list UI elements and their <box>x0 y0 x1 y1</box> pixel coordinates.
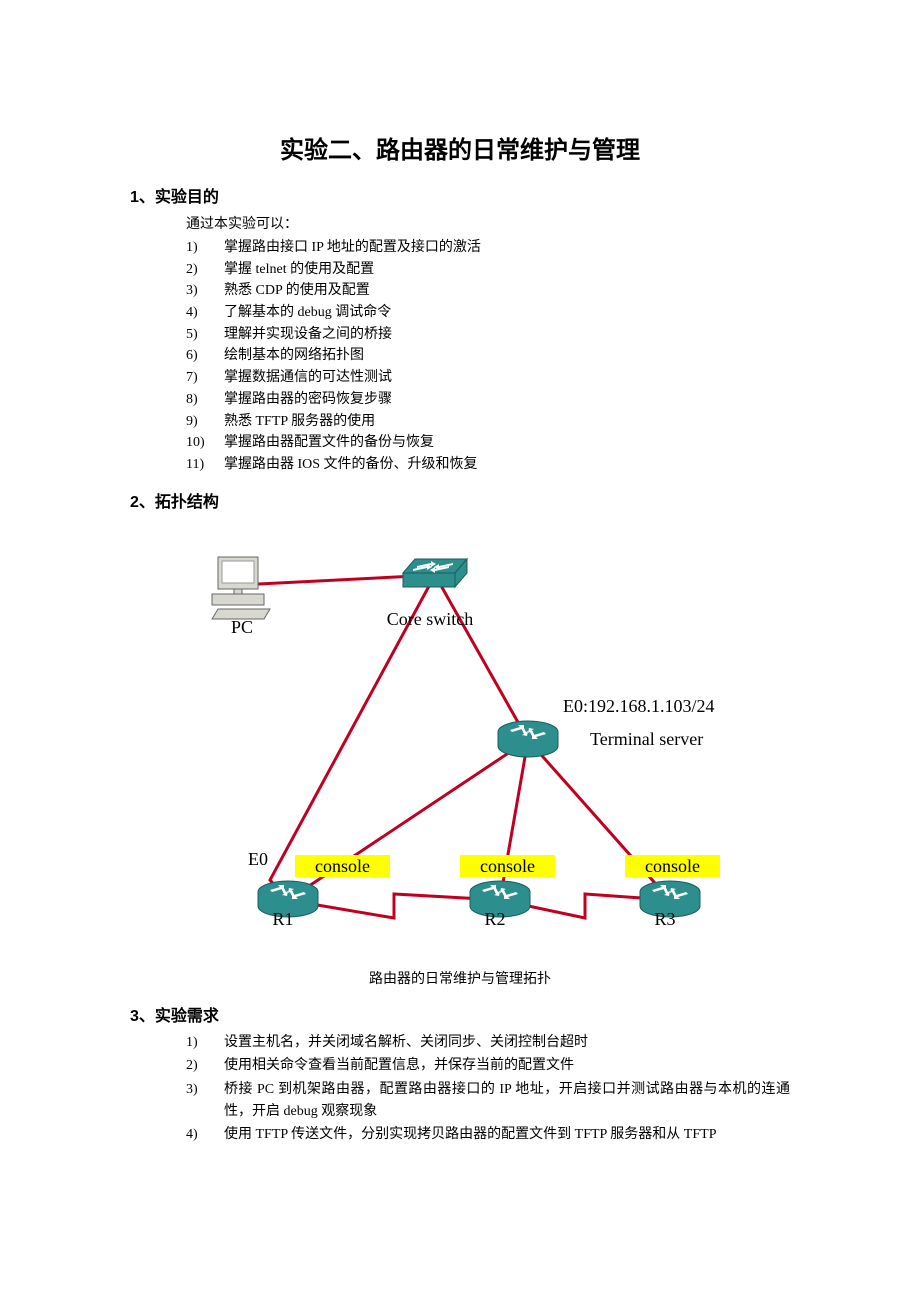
svg-text:R1: R1 <box>272 909 293 929</box>
topology-caption: 路由器的日常维护与管理拓扑 <box>130 968 790 988</box>
list-item: 11)掌握路由器 IOS 文件的备份、升级和恢复 <box>186 454 790 476</box>
requirements-list: 1)设置主机名，并关闭域名解析、关闭同步、关闭控制台超时2)使用相关命令查看当前… <box>186 1032 790 1146</box>
objectives-list: 1)掌握路由接口 IP 地址的配置及接口的激活2)掌握 telnet 的使用及配… <box>186 237 790 476</box>
list-item: 1)掌握路由接口 IP 地址的配置及接口的激活 <box>186 237 790 259</box>
list-item: 9)熟悉 TFTP 服务器的使用 <box>186 411 790 433</box>
section1-heading: 1、实验目的 <box>130 183 790 207</box>
svg-text:Terminal server: Terminal server <box>590 729 703 749</box>
section2-heading: 2、拓扑结构 <box>130 488 790 512</box>
svg-text:E0: E0 <box>248 849 268 869</box>
svg-text:console: console <box>645 856 700 876</box>
list-item: 4)了解基本的 debug 调试命令 <box>186 302 790 324</box>
topology-diagram: PC Core switch Terminal server E0:192.168.1… <box>180 530 740 960</box>
svg-text:Core switch: Core switch <box>387 609 473 629</box>
list-item: 8)掌握路由器的密码恢复步骤 <box>186 389 790 411</box>
list-item: 7)掌握数据通信的可达性测试 <box>186 367 790 389</box>
list-item: 5)理解并实现设备之间的桥接 <box>186 324 790 346</box>
list-item: 4)使用 TFTP 传送文件，分别实现拷贝路由器的配置文件到 TFTP 服务器和… <box>186 1124 790 1146</box>
page-title: 实验二、路由器的日常维护与管理 <box>130 130 790 165</box>
svg-text:R2: R2 <box>484 909 505 929</box>
svg-text:console: console <box>480 856 535 876</box>
list-item: 10)掌握路由器配置文件的备份与恢复 <box>186 432 790 454</box>
list-item: 2)掌握 telnet 的使用及配置 <box>186 259 790 281</box>
svg-text:console: console <box>315 856 370 876</box>
section3-heading: 3、实验需求 <box>130 1002 790 1026</box>
section1-intro: 通过本实验可以： <box>186 213 790 233</box>
list-item: 2)使用相关命令查看当前配置信息，并保存当前的配置文件 <box>186 1055 790 1077</box>
svg-text:PC: PC <box>231 617 253 637</box>
svg-text:R3: R3 <box>654 909 675 929</box>
list-item: 3)熟悉 CDP 的使用及配置 <box>186 280 790 302</box>
svg-text:E0:192.168.1.103/24: E0:192.168.1.103/24 <box>563 696 715 716</box>
list-item: 6)绘制基本的网络拓扑图 <box>186 345 790 367</box>
list-item: 1)设置主机名，并关闭域名解析、关闭同步、关闭控制台超时 <box>186 1032 790 1054</box>
list-item: 3)桥接 PC 到机架路由器，配置路由器接口的 IP 地址，开启接口并测试路由器… <box>186 1079 790 1122</box>
